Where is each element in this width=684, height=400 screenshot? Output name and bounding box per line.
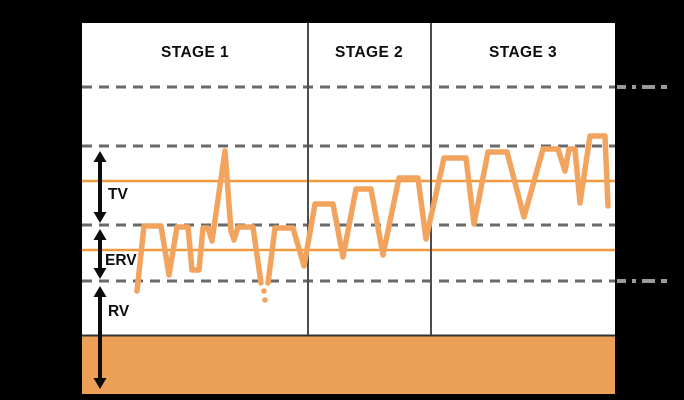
volume-arrow-tv-head-up [93, 151, 107, 162]
volume-arrow-rv-head-up [93, 286, 107, 297]
stage-2-column-label: STAGE 2 [335, 44, 403, 61]
volume-arrow-erv-head-down [93, 268, 107, 279]
stage-1-column-label: STAGE 1 [161, 44, 229, 61]
breathing-trace-segment-1 [134, 148, 264, 294]
residual-volume-band [82, 336, 615, 394]
residual-volume-label: RV [108, 303, 130, 320]
trace-dot-1 [261, 288, 267, 294]
expiratory-reserve-volume-label: ERV [105, 252, 137, 269]
volume-arrow-erv-head-up [93, 229, 107, 240]
trace-dot-2 [262, 297, 268, 303]
volume-arrow-rv-head-down [93, 378, 107, 389]
stage-3-column-label: STAGE 3 [489, 44, 557, 61]
volume-arrow-tv-head-down [93, 212, 107, 223]
breathing-trace-segment-2 [265, 133, 611, 286]
tidal-volume-label: TV [108, 186, 128, 203]
plot-area-background [82, 23, 615, 335]
